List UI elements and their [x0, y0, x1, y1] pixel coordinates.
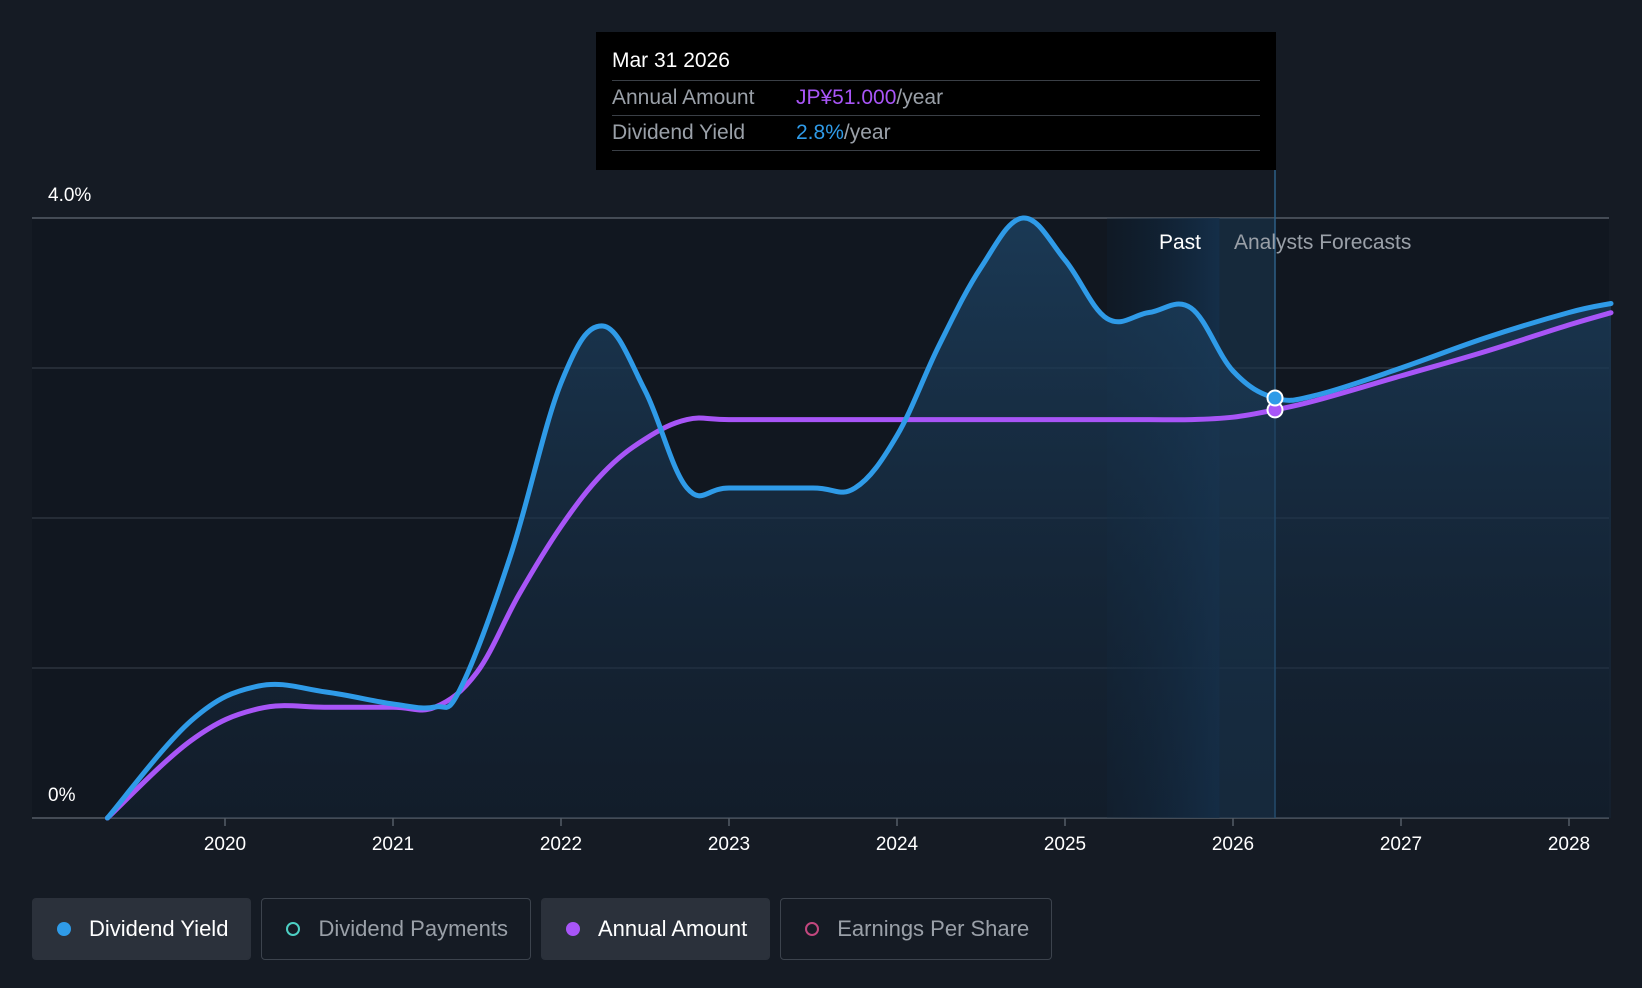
- tooltip-row-annual-amount: Annual Amount JP¥51.000/year: [612, 81, 1260, 116]
- legend-dot-icon: [57, 922, 71, 936]
- legend-label: Dividend Payments: [318, 916, 508, 941]
- tooltip-label: Dividend Yield: [612, 121, 746, 144]
- legend-label: Dividend Yield: [89, 916, 229, 941]
- legend-label: Earnings Per Share: [837, 916, 1030, 941]
- tooltip-suffix: /year: [843, 121, 891, 144]
- y-tick-bottom: 0%: [48, 785, 76, 806]
- x-tick-label: 2020: [204, 834, 246, 855]
- x-tick-label: 2027: [1380, 834, 1422, 855]
- past-label: Past: [1159, 231, 1201, 254]
- tooltip-label: Annual Amount: [612, 86, 755, 109]
- legend-earnings-per-share[interactable]: Earnings Per Share: [780, 898, 1053, 960]
- legend-label: Annual Amount: [597, 916, 748, 941]
- tooltip-suffix: /year: [896, 86, 944, 109]
- x-tick-label: 2026: [1212, 834, 1254, 855]
- tooltip-yield-value: 2.8%: [796, 121, 844, 144]
- x-tick-label: 2022: [540, 834, 582, 855]
- legend-dividend-yield[interactable]: Dividend Yield: [32, 898, 252, 960]
- legend-dot-icon: [565, 922, 580, 936]
- legend-dot-icon: [286, 922, 301, 936]
- x-tick-label: 2021: [372, 834, 414, 855]
- tooltip-row-dividend-yield: Dividend Yield 2.8%/year: [612, 116, 1260, 151]
- annual-amount-line: [104, 310, 1614, 821]
- legend-dividend-payments[interactable]: Dividend Payments: [261, 898, 531, 960]
- chart-legend: Dividend Yield Dividend Payments Annual …: [32, 898, 1062, 962]
- forecast-label: Analysts Forecasts: [1234, 231, 1411, 254]
- x-tick-label: 2028: [1548, 834, 1590, 855]
- legend-annual-amount[interactable]: Annual Amount: [540, 898, 771, 960]
- tooltip-date: Mar 31 2026: [612, 46, 1260, 81]
- chart-tooltip: Mar 31 2026 Annual Amount JP¥51.000/year…: [596, 32, 1276, 170]
- dividend-yield-area: [107, 217, 1611, 818]
- x-tick-label: 2023: [708, 834, 750, 855]
- x-tick-label: 2024: [876, 834, 919, 855]
- legend-dot-icon: [805, 922, 820, 936]
- dividend-yield-marker[interactable]: [1266, 389, 1284, 407]
- tooltip-amount-value: JP¥51.000: [796, 86, 897, 109]
- x-axis: 2020 2021 2022 2023 2024 2025 2026 2027 2028: [204, 818, 1590, 855]
- x-tick-label: 2025: [1044, 834, 1086, 855]
- y-tick-top: 4.0%: [48, 185, 91, 206]
